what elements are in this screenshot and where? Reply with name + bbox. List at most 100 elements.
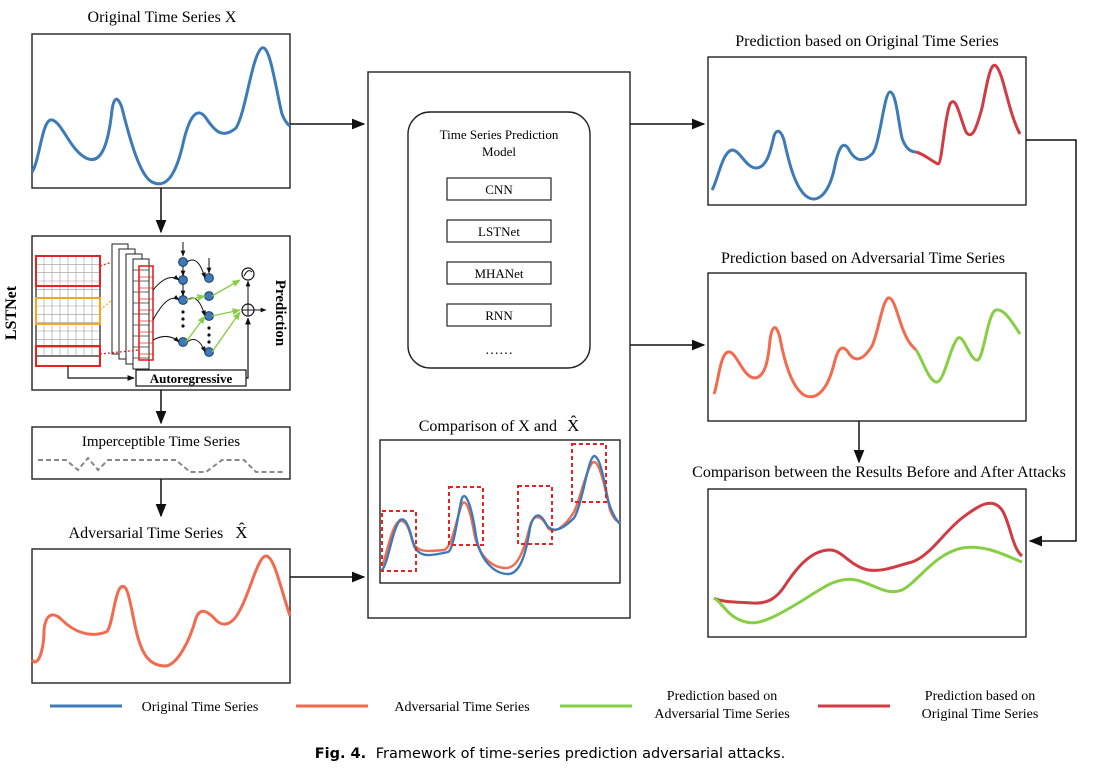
comparison-results-title: Comparison between the Results Before an…	[692, 464, 1066, 481]
rnn-dot	[181, 317, 185, 321]
lstnet-side-label: LSTNet	[3, 285, 20, 340]
imperceptible-series-curve	[38, 456, 284, 473]
imperceptible-title: Imperceptible Time Series	[82, 434, 240, 450]
adversarial-series-curve	[30, 554, 292, 668]
original-series-curve	[30, 46, 291, 186]
model-item: MHANet	[446, 261, 552, 285]
legend-item: Adversarial Time Series	[296, 700, 530, 715]
prediction-model-title-line2: Model	[482, 144, 516, 159]
model-item-label: LSTNet	[478, 224, 520, 239]
sigmoid-glyph	[243, 270, 253, 277]
model-item-box	[446, 219, 552, 243]
legend-item: Prediction based on Adversarial Time Seri…	[560, 689, 790, 722]
autoregressive-box	[135, 369, 247, 387]
autoregressive-input-arrow	[67, 366, 135, 381]
model-item-box	[446, 303, 552, 327]
legend-label-line2: Original Time Series	[922, 707, 1039, 722]
rnn-dot	[207, 333, 211, 337]
pred-adversarial-input-curve	[712, 296, 918, 399]
adversarial-series-panel	[31, 548, 291, 684]
legend-label-line2: Adversarial Time Series	[654, 707, 789, 722]
rnn-link	[186, 297, 206, 317]
conv-connector	[99, 261, 113, 267]
comparison-highlight-boxes	[381, 443, 607, 572]
comparison-xxhat-title-text: Comparison of X and	[419, 418, 557, 435]
original-series-title: Original Time Series X	[88, 9, 237, 26]
conv-window-middle	[35, 297, 101, 325]
model-item-label: RNN	[485, 308, 513, 323]
model-item: CNN	[446, 177, 552, 201]
legend-item: Prediction based on Original Time Series	[818, 689, 1038, 722]
original-series-panel	[31, 33, 291, 189]
comparison-xxhat-panel	[379, 439, 621, 584]
legend: Original Time Series Adversarial Time Ser…	[50, 689, 1038, 722]
rnn-node	[178, 275, 188, 285]
prediction-model-title-line1: Time Series Prediction	[440, 127, 559, 142]
rnn-link	[152, 294, 180, 321]
arrow-pred-original-to-comparison	[1026, 139, 1077, 547]
adversarial-series-title: Adversarial Time Series X̂	[69, 523, 248, 542]
legend-item: Original Time Series	[50, 700, 258, 715]
conv-connector	[99, 349, 140, 355]
flow-arrows	[155, 118, 1077, 583]
legend-label-line1: Prediction based on	[925, 689, 1035, 704]
legend-label: Original Time Series	[142, 700, 259, 715]
rnn-link	[152, 336, 180, 343]
lstnet-architecture	[35, 242, 267, 381]
comparison-results-original-curve	[713, 501, 1024, 605]
pred-original-input-curve	[710, 90, 917, 201]
model-item-box	[446, 177, 552, 201]
pred-adversarial-title: Prediction based on Adversarial Time Ser…	[721, 250, 1005, 267]
rnn-dot	[181, 310, 185, 314]
rnn-link	[186, 259, 206, 279]
rnn-link	[152, 274, 180, 291]
highlight-box-4	[571, 443, 607, 503]
conv-connector	[99, 299, 113, 311]
model-item-label: MHANet	[474, 266, 523, 281]
legend-label-line1: Prediction based on	[667, 689, 777, 704]
output-link	[211, 311, 241, 353]
rnn-dot	[207, 340, 211, 344]
autoregressive-label: Autoregressive	[150, 371, 233, 386]
pred-adversarial-output-curve	[914, 308, 1022, 384]
prediction-model-box	[407, 111, 591, 369]
rnn-dot	[181, 324, 185, 328]
output-link	[185, 294, 206, 301]
comparison-results-adversarial-curve	[713, 545, 1023, 625]
legend-label: Adversarial Time Series	[394, 700, 529, 715]
pred-adversarial-panel	[707, 272, 1027, 422]
highlight-box-2	[448, 486, 484, 546]
pred-original-panel	[707, 56, 1027, 206]
lstnet-prediction-label: Prediction	[272, 280, 288, 347]
comparison-results-panel	[707, 488, 1027, 638]
lstnet-input-matrix	[35, 255, 101, 357]
comparison-xxhat-symbol: X̂	[567, 416, 579, 435]
pred-original-output-curve	[915, 63, 1022, 166]
adversarial-series-title-text: Adversarial Time Series	[69, 525, 224, 542]
rnn-node	[204, 273, 214, 283]
adversarial-series-symbol: X̂	[235, 523, 247, 542]
output-link	[211, 308, 241, 317]
recurrent-skip-column	[138, 265, 154, 361]
sigmoid-node	[241, 267, 255, 281]
rnn-node	[178, 257, 188, 267]
caption-label: Fig. 4.	[315, 746, 366, 762]
more-models-ellipsis: ……	[485, 343, 513, 358]
highlight-box-3	[517, 485, 553, 545]
rnn-link	[186, 339, 206, 353]
rnn-dot	[207, 326, 211, 330]
model-item: RNN	[446, 303, 552, 327]
caption-text: Framework of time-series prediction adve…	[376, 746, 786, 762]
model-item: LSTNet	[446, 219, 552, 243]
output-link	[211, 279, 241, 297]
model-list: CNN LSTNet MHANet RNN	[446, 177, 552, 327]
comparison-original-curve	[381, 454, 621, 576]
output-link	[185, 315, 206, 343]
comparison-xxhat-title: Comparison of X and X̂	[419, 416, 579, 435]
model-item-label: CNN	[485, 182, 513, 197]
conv-window-top	[35, 255, 101, 287]
pred-original-title: Prediction based on Original Time Series	[735, 33, 999, 50]
model-item-box	[446, 261, 552, 285]
highlight-box-1	[381, 510, 417, 572]
